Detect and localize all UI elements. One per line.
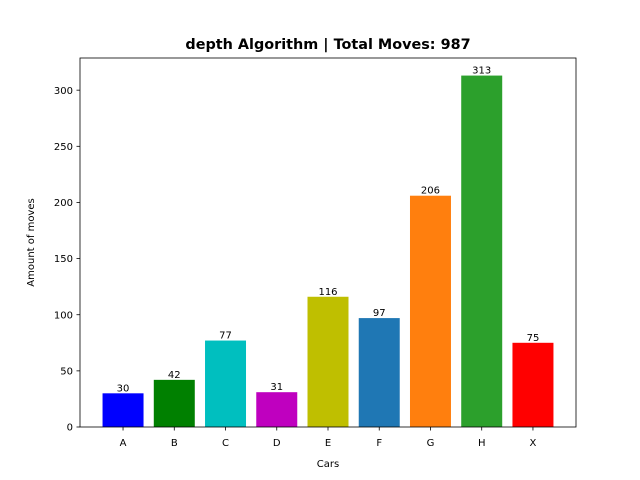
y-axis-label: Amount of moves xyxy=(26,198,37,286)
bar-b xyxy=(153,379,195,427)
bar-g xyxy=(409,195,451,427)
x-tick-label-d: D xyxy=(273,438,281,449)
x-tick-label-g: G xyxy=(427,438,435,449)
bar-d xyxy=(256,392,298,427)
data-label-g: 206 xyxy=(421,186,440,197)
data-label-h: 313 xyxy=(472,66,491,77)
bar-a xyxy=(102,393,144,427)
y-tick-label-100: 100 xyxy=(54,310,73,321)
bars-group xyxy=(102,75,554,428)
x-tick-label-x: X xyxy=(530,438,537,449)
x-tick-label-h: H xyxy=(478,438,486,449)
bar-x xyxy=(512,342,554,427)
bar-h xyxy=(461,75,503,428)
y-tick-label-250: 250 xyxy=(54,142,73,153)
chart-title: depth Algorithm | Total Moves: 987 xyxy=(185,37,470,53)
x-axis-label: Cars xyxy=(317,459,339,470)
y-tick-label-300: 300 xyxy=(54,86,73,97)
x-tick-label-f: F xyxy=(376,438,382,449)
x-tick-label-a: A xyxy=(120,438,127,449)
bar-c xyxy=(205,340,247,427)
data-label-e: 116 xyxy=(318,287,337,298)
data-label-c: 77 xyxy=(219,331,232,342)
y-tick-label-0: 0 xyxy=(67,423,73,434)
data-label-f: 97 xyxy=(373,308,386,319)
y-tick-label-50: 50 xyxy=(60,366,73,377)
y-tick-label-200: 200 xyxy=(54,198,73,209)
bar-e xyxy=(307,296,349,427)
data-label-b: 42 xyxy=(168,370,181,381)
x-tick-label-b: B xyxy=(171,438,178,449)
y-tick-label-150: 150 xyxy=(54,254,73,265)
data-label-x: 75 xyxy=(527,333,540,344)
bar-f xyxy=(358,318,400,427)
data-label-d: 31 xyxy=(270,382,283,393)
data-labels-group: 30 42 77 31 116 97 206 313 75 xyxy=(117,66,540,395)
x-tick-label-e: E xyxy=(325,438,331,449)
y-axis: 0 50 100 150 200 250 300 xyxy=(54,86,80,434)
data-label-a: 30 xyxy=(117,383,130,394)
x-tick-label-c: C xyxy=(222,438,229,449)
